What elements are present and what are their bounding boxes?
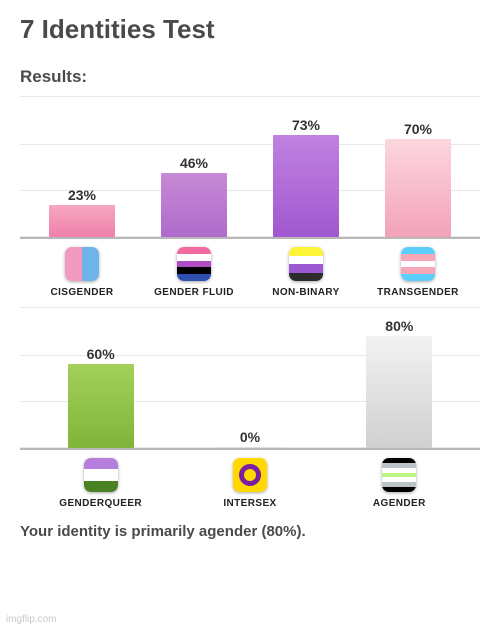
bar xyxy=(273,135,339,237)
cisgender-flag-icon xyxy=(65,247,99,281)
category-label: GENDERQUEER xyxy=(59,498,142,509)
agender-flag-icon xyxy=(382,458,416,492)
bar-genderfluid: 46% xyxy=(149,155,239,237)
category-label: CISGENDER xyxy=(50,287,113,298)
chart-row: 23% 46% 73% 70% CISGENDER GENDER FLUID NON-BIN… xyxy=(20,97,480,298)
bar-value-label: 80% xyxy=(385,318,413,334)
chart-row: 60% 0% 80% GENDERQUEER INTERSEX AGENDER xyxy=(20,308,480,509)
transgender-flag-icon xyxy=(401,247,435,281)
page-title: 7 Identities Test xyxy=(20,14,480,45)
category-label: NON-BINARY xyxy=(272,287,340,298)
category-transgender: TRANSGENDER xyxy=(373,247,463,298)
bar-value-label: 23% xyxy=(68,187,96,203)
bar-genderqueer: 60% xyxy=(56,346,146,448)
results-heading: Results: xyxy=(20,67,480,87)
gridline xyxy=(20,96,480,97)
category-label: INTERSEX xyxy=(223,498,276,509)
category-cisgender: CISGENDER xyxy=(37,247,127,298)
nonbinary-flag-icon xyxy=(289,247,323,281)
genderqueer-flag-icon xyxy=(84,458,118,492)
category-genderfluid: GENDER FLUID xyxy=(149,247,239,298)
category-nonbinary: NON-BINARY xyxy=(261,247,351,298)
category-label: TRANSGENDER xyxy=(377,287,459,298)
category-genderqueer: GENDERQUEER xyxy=(56,458,146,509)
category-label: GENDER FLUID xyxy=(154,287,234,298)
watermark: imgflip.com xyxy=(6,614,57,625)
bar-nonbinary: 73% xyxy=(261,117,351,237)
intersex-ring-icon xyxy=(239,464,261,486)
bar-value-label: 0% xyxy=(240,429,260,445)
bar-agender: 80% xyxy=(354,318,444,448)
category-agender: AGENDER xyxy=(354,458,444,509)
bar xyxy=(217,447,283,448)
summary-text: Your identity is primarily agender (80%)… xyxy=(20,523,480,540)
category-row: CISGENDER GENDER FLUID NON-BINARY TRANSGEND… xyxy=(20,239,480,298)
bar xyxy=(161,173,227,237)
bar xyxy=(68,364,134,448)
category-label: AGENDER xyxy=(373,498,426,509)
bar-area: 60% 0% 80% xyxy=(20,308,480,448)
category-intersex: INTERSEX xyxy=(205,458,295,509)
bar xyxy=(385,139,451,237)
intersex-flag-icon xyxy=(233,458,267,492)
bar xyxy=(49,205,115,237)
bar-transgender: 70% xyxy=(373,121,463,237)
bar-area: 23% 46% 73% 70% xyxy=(20,97,480,237)
bar-value-label: 46% xyxy=(180,155,208,171)
bar-value-label: 70% xyxy=(404,121,432,137)
category-row: GENDERQUEER INTERSEX AGENDER xyxy=(20,450,480,509)
gridline xyxy=(20,307,480,308)
bar-cisgender: 23% xyxy=(37,187,127,237)
bar-value-label: 60% xyxy=(87,346,115,362)
bar xyxy=(366,336,432,448)
genderfluid-flag-icon xyxy=(177,247,211,281)
bar-value-label: 73% xyxy=(292,117,320,133)
bar-intersex: 0% xyxy=(205,429,295,448)
